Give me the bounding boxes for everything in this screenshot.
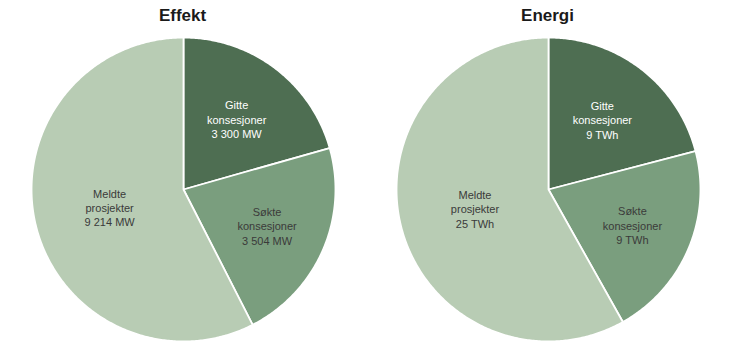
- svg-text:Søktekonsesjoner3 504 MW: Søktekonsesjoner3 504 MW: [237, 206, 297, 247]
- html-text:Effekt: Effekt: [158, 6, 207, 25]
- svg-text:Søktekonsesjoner9 TWh: Søktekonsesjoner9 TWh: [602, 205, 662, 246]
- html-text:Energi: Energi: [521, 6, 574, 25]
- svg-text:Meldteprosjekter25 TWh: Meldteprosjekter25 TWh: [450, 189, 499, 230]
- svg-text:Gittekonsesjoner9 TWh: Gittekonsesjoner9 TWh: [572, 100, 632, 141]
- svg-text:Meldteprosjekter9 214 MW: Meldteprosjekter9 214 MW: [84, 188, 135, 229]
- svg-text:Gittekonsesjoner3 300 MW: Gittekonsesjoner3 300 MW: [206, 99, 266, 140]
